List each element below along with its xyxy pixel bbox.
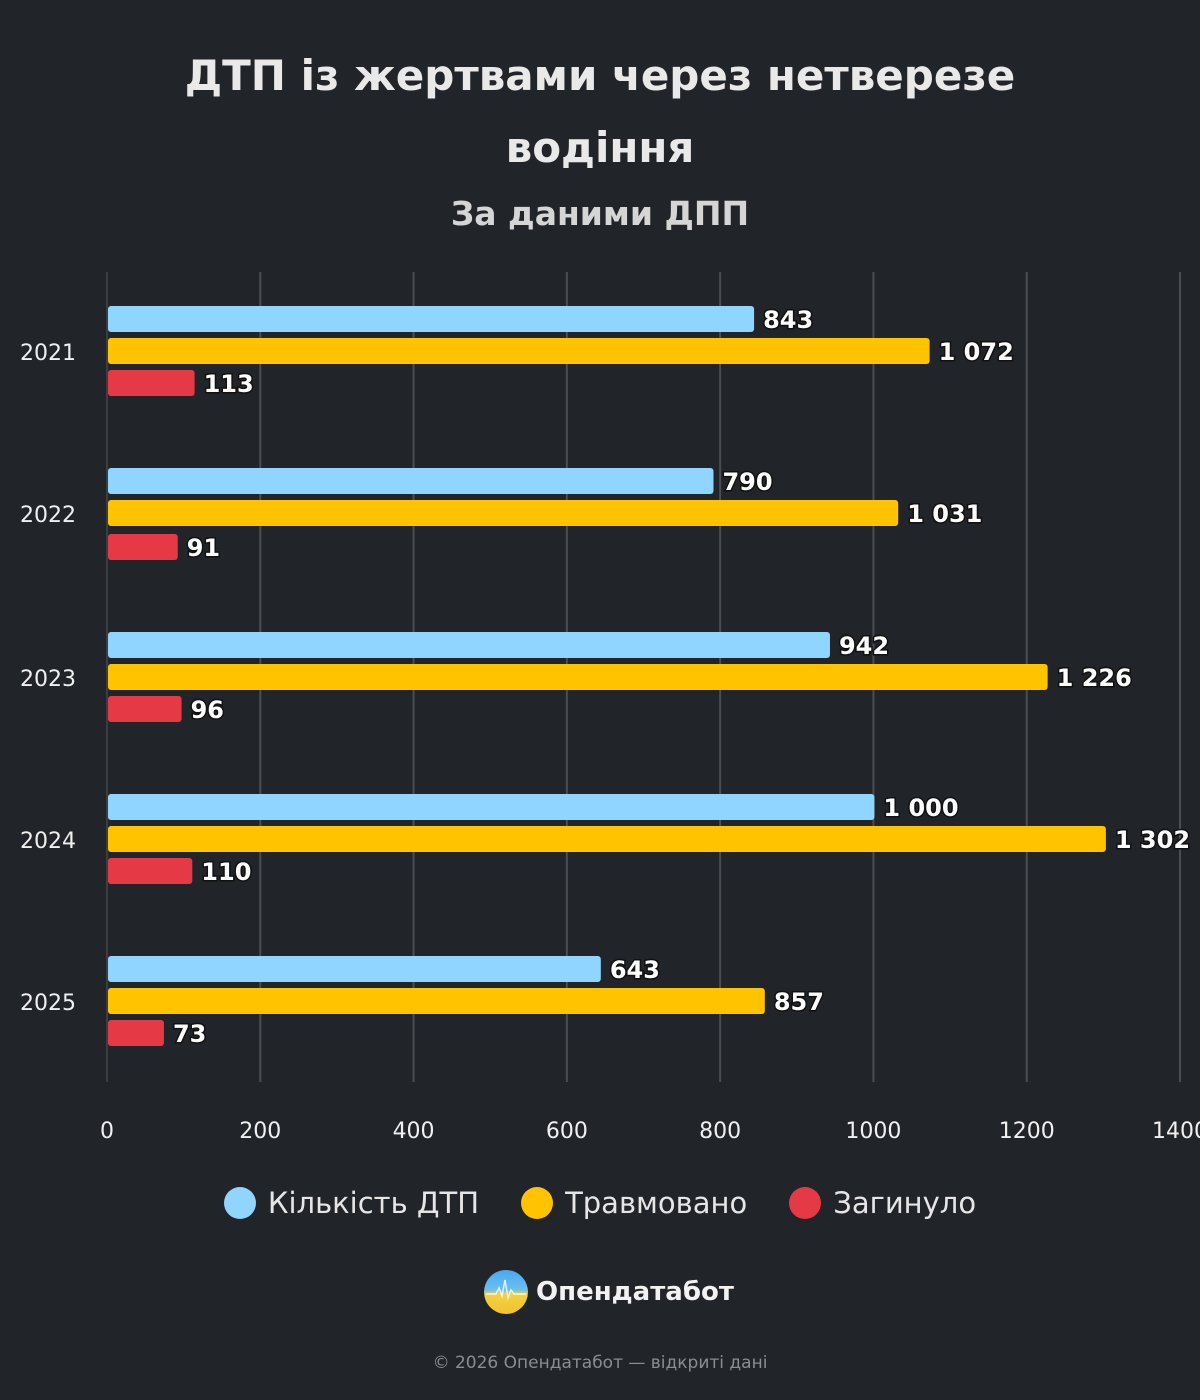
bar bbox=[108, 338, 930, 364]
legend-item-killed[interactable]: Загинуло bbox=[789, 1186, 976, 1220]
data-label: 110 bbox=[201, 858, 251, 886]
bar bbox=[108, 370, 195, 396]
brand-name: Опендатабот bbox=[536, 1277, 734, 1307]
bar bbox=[108, 696, 182, 722]
data-label: 73 bbox=[173, 1020, 206, 1048]
x-tick-label: 600 bbox=[546, 1119, 588, 1144]
x-tick-label: 1000 bbox=[845, 1119, 901, 1144]
bar bbox=[108, 632, 830, 658]
bar bbox=[108, 664, 1048, 690]
data-label: 91 bbox=[187, 534, 220, 562]
bar bbox=[108, 468, 714, 494]
y-tick-label: 2022 bbox=[20, 503, 76, 528]
bar bbox=[108, 306, 755, 332]
x-tick-label: 200 bbox=[239, 1119, 281, 1144]
opendatabot-logo-icon bbox=[484, 1270, 528, 1314]
y-tick-label: 2025 bbox=[20, 991, 76, 1016]
legend-dot-icon bbox=[521, 1187, 554, 1219]
data-label: 857 bbox=[774, 988, 824, 1016]
data-label: 96 bbox=[191, 696, 224, 724]
bar-chart: 0 200 400 600 800 1000 1200 1400 2021 843 1 072 113… bbox=[20, 272, 1200, 1144]
x-tick-label: 1200 bbox=[999, 1119, 1055, 1144]
data-label: 113 bbox=[204, 370, 254, 398]
data-label: 790 bbox=[722, 468, 772, 496]
brand-logo: Опендатабот bbox=[484, 1270, 734, 1314]
legend-label: Загинуло bbox=[833, 1186, 977, 1220]
legend-dot-icon bbox=[223, 1187, 256, 1219]
x-tick-label: 800 bbox=[699, 1119, 741, 1144]
data-label: 643 bbox=[610, 956, 660, 984]
bar bbox=[108, 534, 178, 560]
data-label: 1 302 bbox=[1115, 826, 1190, 854]
bar bbox=[108, 988, 765, 1014]
legend-label: Кількість ДТП bbox=[267, 1186, 480, 1220]
data-label: 1 031 bbox=[907, 500, 982, 528]
data-label: 1 000 bbox=[883, 794, 958, 822]
data-label: 1 226 bbox=[1057, 664, 1132, 692]
chart-subtitle: За даними ДПП bbox=[450, 194, 750, 233]
data-label: 1 072 bbox=[939, 338, 1014, 366]
legend-label: Травмовано bbox=[565, 1186, 748, 1220]
x-tick-label: 0 bbox=[100, 1119, 114, 1144]
legend-item-accidents[interactable]: Кількість ДТП bbox=[223, 1186, 480, 1220]
bar bbox=[108, 500, 899, 526]
chart-title: ДТП із жертвами через нетверезе водіння bbox=[184, 51, 1016, 172]
footer-copyright: © 2026 Опендатабот — відкриті дані bbox=[432, 1353, 768, 1373]
y-tick-label: 2023 bbox=[20, 667, 76, 692]
bar bbox=[108, 956, 601, 982]
legend-dot-icon bbox=[789, 1187, 822, 1219]
bar bbox=[108, 826, 1106, 852]
legend-item-injured[interactable]: Травмовано bbox=[521, 1186, 747, 1220]
data-label: 843 bbox=[763, 306, 813, 334]
y-tick-label: 2021 bbox=[20, 341, 76, 366]
x-tick-label: 400 bbox=[393, 1119, 435, 1144]
legend: Кількість ДТП Травмовано Загинуло bbox=[0, 1186, 1200, 1220]
bar bbox=[108, 1020, 164, 1046]
data-label: 942 bbox=[839, 632, 889, 660]
y-tick-label: 2024 bbox=[20, 829, 76, 854]
x-tick-label: 1400 bbox=[1152, 1119, 1200, 1144]
bar bbox=[108, 794, 875, 820]
bar bbox=[108, 858, 193, 884]
